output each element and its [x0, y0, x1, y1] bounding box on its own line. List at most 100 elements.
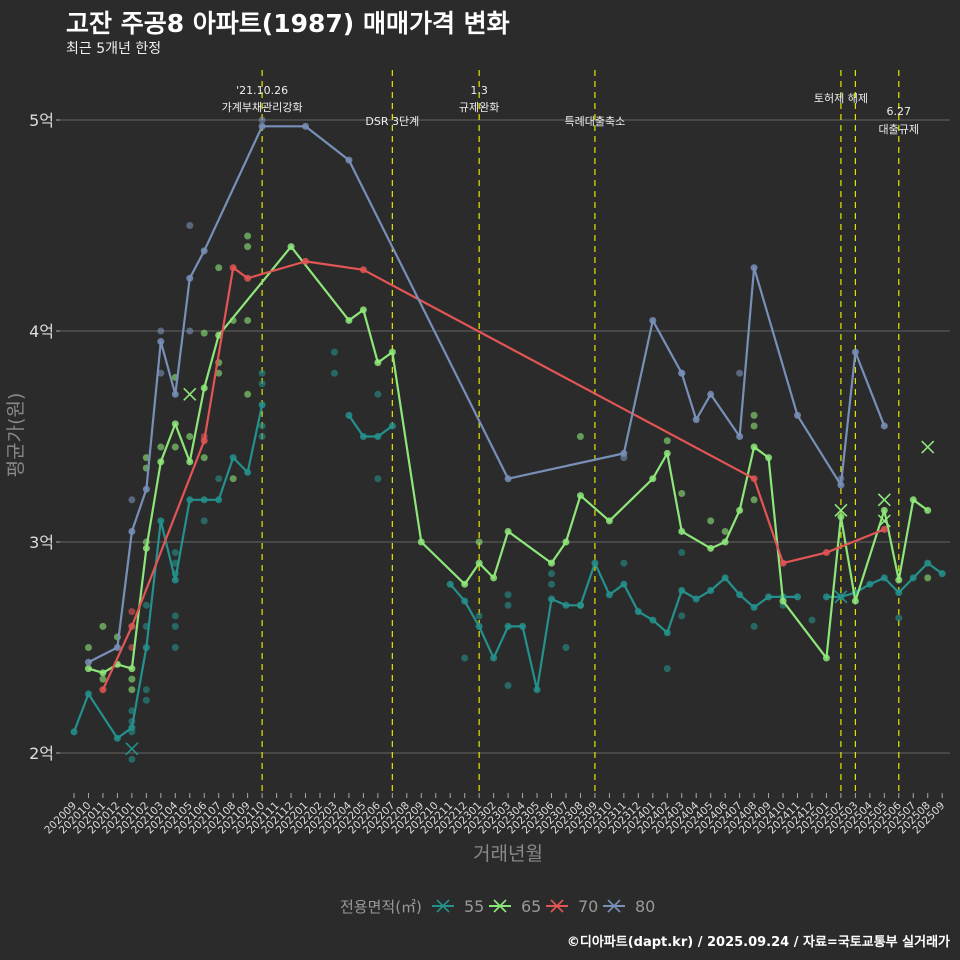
- scatter-point-65: [721, 527, 729, 535]
- scatter-point-70: [128, 608, 136, 616]
- series-point-55: [620, 580, 628, 588]
- series-point-55: [388, 422, 396, 430]
- series-point-55: [548, 595, 556, 603]
- series-point-65: [157, 458, 165, 466]
- scatter-point-65: [244, 243, 252, 251]
- cross-marker-65: [183, 387, 197, 401]
- series-point-65: [99, 669, 107, 677]
- series-point-55: [244, 468, 252, 476]
- scatter-point-55: [258, 380, 266, 388]
- scatter-point-55: [171, 622, 179, 630]
- y-tick-label: 3억: [29, 533, 54, 552]
- series-point-65: [779, 597, 787, 605]
- series-point-65: [171, 420, 179, 428]
- series-point-55: [70, 728, 78, 736]
- scatter-point-55: [142, 696, 150, 704]
- series-point-65: [388, 348, 396, 356]
- series-point-65: [490, 574, 498, 582]
- series-point-55: [895, 589, 903, 597]
- scatter-point-55: [504, 591, 512, 599]
- series-point-55: [186, 496, 194, 504]
- scatter-point-65: [200, 329, 208, 337]
- series-point-55: [866, 580, 874, 588]
- series-point-55: [765, 593, 773, 601]
- scatter-point-65: [215, 369, 223, 377]
- scatter-point-55: [330, 348, 338, 356]
- series-point-65: [909, 496, 917, 504]
- scatter-point-55: [374, 390, 382, 398]
- series-point-70: [779, 559, 787, 567]
- event-label: 규제완화: [459, 101, 499, 114]
- series-point-80: [692, 416, 700, 424]
- series-point-80: [837, 481, 845, 489]
- series-point-65: [562, 538, 570, 546]
- scatter-point-65: [142, 454, 150, 462]
- series-point-65: [359, 306, 367, 314]
- series-point-80: [186, 274, 194, 282]
- series-point-70: [244, 274, 252, 282]
- series-point-65: [186, 458, 194, 466]
- source-caption: ©디아파트(dapt.kr) / 2025.09.24 / 자료=국토교통부 실…: [566, 935, 950, 950]
- series-line-65: [88, 245, 929, 674]
- series-point-65: [924, 506, 932, 514]
- event-label: DSR 3단계: [365, 115, 419, 128]
- scatter-point-80: [258, 116, 266, 124]
- scatter-point-55: [374, 475, 382, 483]
- series-point-70: [302, 257, 310, 265]
- series-point-55: [707, 587, 715, 595]
- series-point-80: [851, 348, 859, 356]
- series-point-65: [895, 576, 903, 584]
- scatter-point-65: [171, 443, 179, 451]
- series-point-65: [750, 443, 758, 451]
- series-point-80: [171, 390, 179, 398]
- y-tick-label: 4억: [29, 322, 54, 341]
- event-label: 가계부채관리강화: [222, 101, 303, 114]
- series-point-55: [663, 629, 671, 637]
- series-point-65: [345, 316, 353, 324]
- series-point-80: [200, 247, 208, 255]
- scatter-point-65: [750, 411, 758, 419]
- series-point-55: [446, 580, 454, 588]
- series-point-65: [504, 527, 512, 535]
- scatter-point-65: [924, 574, 932, 582]
- scatter-point-80: [157, 369, 165, 377]
- series-point-65: [765, 454, 773, 462]
- scatter-point-55: [678, 612, 686, 620]
- series-point-55: [475, 622, 483, 630]
- scatter-point-65: [99, 622, 107, 630]
- series-point-65: [649, 475, 657, 483]
- scatter-point-55: [330, 369, 338, 377]
- cross-marker-65: [877, 514, 891, 528]
- series-point-80: [504, 475, 512, 483]
- y-tick-label: 5억: [29, 111, 54, 130]
- scatter-point-55: [548, 580, 556, 588]
- series-point-65: [84, 665, 92, 673]
- event-label: 6.27: [887, 105, 912, 118]
- scatter-point-65: [186, 433, 194, 440]
- scatter-point-80: [186, 222, 194, 229]
- series-point-65: [663, 449, 671, 457]
- series-point-65: [736, 506, 744, 514]
- scatter-point-65: [128, 686, 136, 694]
- series-point-55: [113, 734, 121, 742]
- series-point-55: [692, 595, 700, 603]
- series-point-65: [880, 506, 888, 514]
- scatter-point-65: [244, 390, 252, 398]
- series-point-80: [258, 122, 266, 130]
- series-line-55: [348, 414, 393, 438]
- series-point-70: [128, 622, 136, 630]
- scatter-point-65: [678, 489, 686, 497]
- event-label: 대출규제: [879, 123, 919, 136]
- series-point-65: [605, 517, 613, 525]
- scatter-point-65: [157, 443, 165, 451]
- scatter-point-55: [258, 369, 266, 377]
- page-subtitle: 최근 5개년 한정: [66, 41, 162, 57]
- series-point-55: [649, 616, 657, 624]
- scatter-point-80: [128, 496, 136, 504]
- series-point-55: [794, 593, 801, 601]
- series-point-65: [837, 513, 845, 521]
- series-point-55: [229, 454, 237, 462]
- scatter-point-55: [142, 686, 150, 694]
- series-point-70: [750, 475, 758, 483]
- series-point-80: [649, 316, 657, 324]
